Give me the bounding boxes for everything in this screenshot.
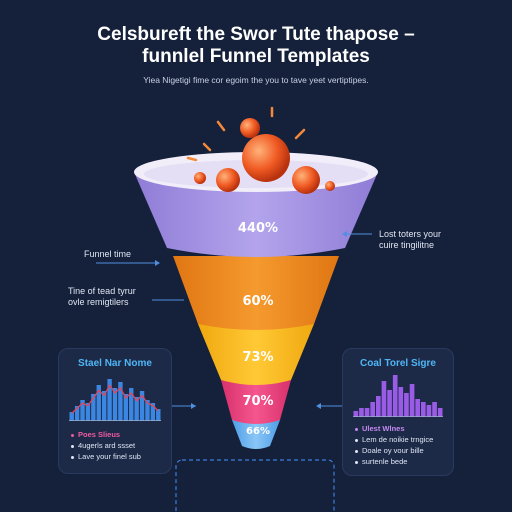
arrow-head-icon	[155, 260, 160, 266]
annotation-right-top-line2: cuire tingilitne	[379, 240, 435, 250]
right-chart-bar	[387, 390, 392, 417]
right-chart-bar	[370, 402, 375, 417]
right-chart-bar	[398, 387, 404, 417]
left-panel-bullet: Lave your finel sub	[71, 451, 141, 462]
right-chart-bar	[415, 399, 420, 417]
arrow-head-icon	[342, 231, 347, 237]
ball	[292, 166, 320, 194]
right-panel-bullet: Lem de noikie trngice	[355, 434, 433, 445]
left-panel-bullet-text: Lave your finel sub	[78, 452, 141, 461]
bullet-dot-icon	[355, 449, 358, 453]
left-chart-bar	[74, 406, 80, 421]
right-panel-bullet: Doale oy vour bille	[355, 445, 433, 456]
left-chart-bar	[134, 397, 139, 421]
left-panel-bullet-text: 4ugerls ard ssset	[78, 441, 136, 450]
ball	[240, 118, 260, 138]
right-chart-bar	[426, 405, 432, 417]
funnel-stage-2	[173, 256, 339, 330]
annotation-left-mid: Funnel time	[84, 249, 132, 259]
left-chart-bar	[85, 403, 91, 421]
left-chart-bar	[101, 391, 107, 421]
left-panel-bullet: 4ugerls ard ssset	[71, 440, 141, 451]
stage-3-label: 73%	[242, 350, 274, 365]
stage-1-label: 440%	[237, 221, 279, 236]
annotation-left-low-line2: ovle remigtilers	[68, 297, 129, 307]
left-chart-bar	[118, 382, 123, 421]
ball	[325, 181, 335, 191]
left-chart-bar	[150, 403, 156, 421]
arrow-head-icon	[191, 403, 196, 409]
left-panel: Stael Nar Nome Poes Slieus 4ugerls ard ss…	[58, 348, 172, 474]
left-panel-bullet: Poes Slieus	[71, 429, 141, 440]
ball	[242, 134, 290, 182]
right-panel-bullet: surtenle bede	[355, 456, 433, 467]
right-panel: Coal Torel Sigre Ulest Wlnes Lem de noiki…	[342, 348, 454, 476]
annotation-left-low: Tine of tead tyrur ovle remigtilers	[68, 286, 136, 308]
left-chart-bar	[129, 388, 134, 421]
right-chart-bar	[404, 393, 409, 417]
right-chart-bar	[359, 408, 364, 417]
left-panel-chart	[69, 379, 161, 421]
right-panel-chart	[353, 375, 443, 417]
annotation-left-low-line1: Tine of tead tyrur	[68, 286, 136, 296]
stage-2-label: 60%	[242, 294, 274, 309]
right-panel-bullet-text: Doale oy vour bille	[362, 446, 424, 455]
title-line-2: funnlel Funnel Templates	[142, 46, 370, 67]
right-chart-bar	[353, 411, 359, 417]
left-chart-bar	[123, 394, 129, 421]
left-panel-title: Stael Nar Nome	[78, 358, 152, 369]
right-chart-bar	[432, 402, 437, 417]
subtitle: Yiea Nigetigi fime cor egoim the you to …	[143, 75, 369, 85]
funnel-stage-4	[221, 380, 291, 424]
title-line-1: Celsbureft the Swor Tute thapose –	[97, 24, 415, 45]
left-panel-bullets: Poes Slieus 4ugerls ard ssset Lave your fi…	[71, 429, 141, 462]
left-chart-bar	[112, 388, 118, 421]
right-chart-bar	[381, 381, 387, 417]
right-chart-bar	[364, 408, 370, 417]
annotation-right-top: Lost toters your cuire tingilitne	[379, 229, 441, 251]
left-chart-bar	[145, 400, 150, 421]
right-panel-bullet-text: Lem de noikie trngice	[362, 435, 434, 444]
left-chart-bar	[80, 400, 85, 421]
right-chart-bar	[437, 408, 443, 417]
bullet-dot-icon	[71, 444, 74, 448]
ball	[194, 172, 206, 184]
right-chart-bar	[376, 396, 381, 417]
right-panel-bullet-text: surtenle bede	[362, 457, 408, 466]
funnel-stage-1	[134, 172, 378, 257]
left-chart-bar	[156, 409, 161, 421]
connectors	[96, 233, 372, 407]
bullet-dot-icon	[71, 455, 74, 459]
stage-5-label: 66%	[246, 426, 270, 437]
right-panel-bullets: Ulest Wlnes Lem de noikie trngice Doale oy…	[355, 423, 433, 467]
bullet-dot-icon	[71, 433, 74, 437]
right-chart-bar	[421, 402, 426, 417]
right-chart-bar	[392, 375, 398, 417]
bullet-dot-icon	[355, 427, 358, 431]
dashed-box	[175, 459, 335, 512]
left-chart-bar	[69, 412, 74, 421]
arrow-head-icon	[316, 403, 321, 409]
sparkles	[186, 106, 306, 162]
right-panel-bullet: Ulest Wlnes	[355, 423, 433, 434]
annotation-right-top-line1: Lost toters your	[379, 229, 442, 239]
left-chart-bar	[96, 385, 101, 421]
right-panel-bullet-text: Ulest Wlnes	[362, 424, 405, 433]
funnel-stage-3	[198, 324, 314, 385]
left-chart-bar	[91, 394, 96, 421]
left-panel-bullet-text: Poes Slieus	[78, 430, 121, 439]
left-chart-bar	[139, 391, 145, 421]
stage-4-label: 70%	[242, 394, 274, 409]
bullet-dot-icon	[355, 460, 358, 464]
left-chart-bar	[107, 379, 112, 421]
right-chart-bar	[409, 384, 415, 417]
bullet-dot-icon	[355, 438, 358, 442]
left-chart-trend-line	[71, 384, 159, 414]
funnel-stage-5	[232, 420, 280, 449]
ball	[216, 168, 240, 192]
right-panel-title: Coal Torel Sigre	[360, 358, 436, 369]
